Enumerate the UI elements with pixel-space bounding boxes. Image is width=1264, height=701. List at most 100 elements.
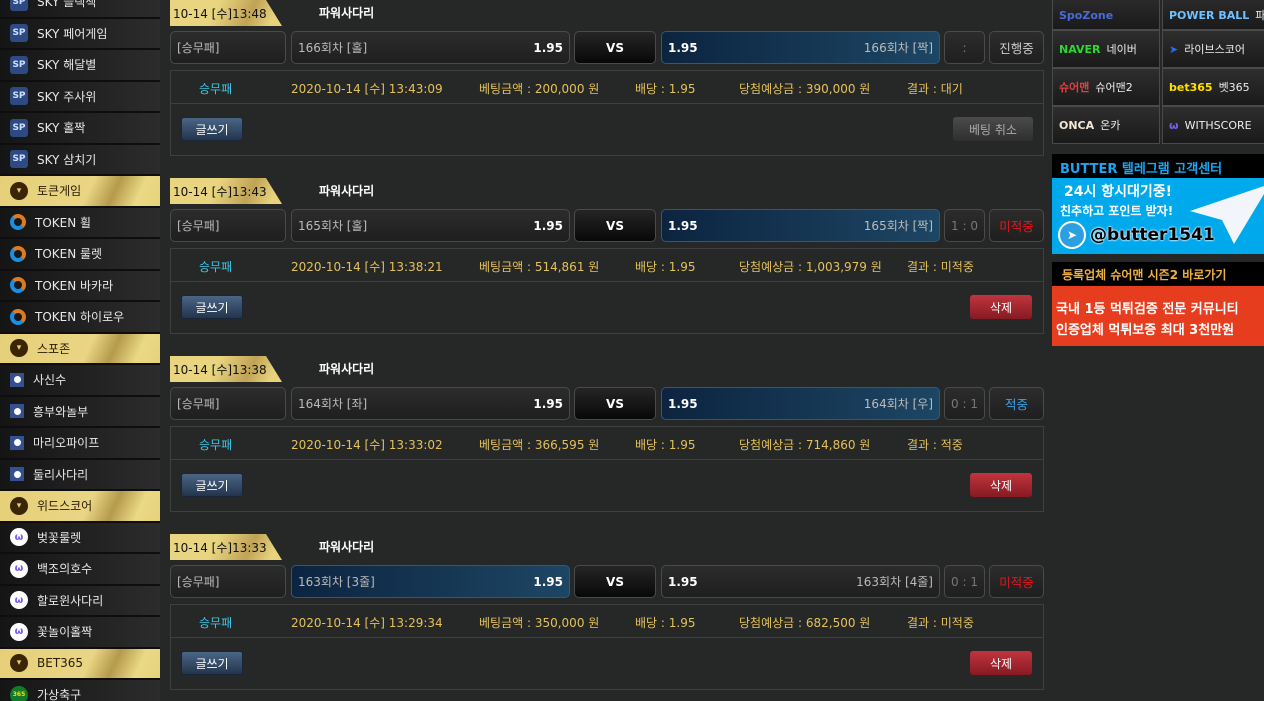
ws-game-icon: ω	[10, 559, 28, 578]
sidebar-item[interactable]: SP SKY 해달별	[0, 50, 160, 82]
chevron-down-icon: ▾	[10, 496, 28, 515]
bet-card: 10-14 [수]13:48 파워사다리 [승무패] 166회차 [홀] 1.95…	[170, 0, 1044, 160]
telegram-line1: 24시 항시대기중!	[1064, 184, 1173, 200]
game-name: 파워사다리	[319, 6, 375, 20]
home-pick[interactable]: 164회차 [좌] 1.95	[291, 387, 570, 420]
home-label: 165회차 [홀]	[298, 219, 368, 233]
ws-game-icon: ω	[10, 591, 28, 610]
site-link[interactable]: POWER BALL 파워볼	[1162, 0, 1264, 30]
sidebar-item[interactable]: SP SKY 삼치기	[0, 144, 160, 176]
sidebar-item[interactable]: 둘리사다리	[0, 459, 160, 491]
sp-game-icon: SP	[10, 87, 28, 106]
site-link[interactable]: SpoZone	[1052, 0, 1160, 30]
sp-game-icon: SP	[10, 55, 28, 74]
delete-button[interactable]: 삭제	[970, 473, 1032, 497]
bet-amount: 베팅금액 : 366,595 원	[479, 438, 600, 452]
sidebar-item[interactable]: ω 백조의호수	[0, 554, 160, 586]
bet-info: 승무패 2020-10-14 [수] 13:43:09 베팅금액 : 200,0…	[170, 70, 1044, 156]
sidebar-item[interactable]: TOKEN 하이로우	[0, 302, 160, 334]
vs-box: VS	[574, 31, 656, 64]
delete-button[interactable]: 삭제	[970, 651, 1032, 675]
bet-result: 결과 : 미적중	[907, 616, 974, 630]
home-odds: 1.95	[533, 218, 563, 233]
bet-game-icon: 365	[10, 685, 28, 701]
sidebar-item-label: 둘리사다리	[33, 467, 89, 482]
site-logo: bet365	[1169, 80, 1213, 94]
bet-info: 승무패 2020-10-14 [수] 13:29:34 베팅금액 : 350,0…	[170, 604, 1044, 690]
write-button[interactable]: 글쓰기	[181, 295, 243, 319]
site-logo: 슈어맨	[1059, 81, 1090, 94]
bet-type: 승무패	[199, 260, 233, 274]
away-pick[interactable]: 1.95 165회차 [짝]	[661, 209, 940, 242]
sidebar-item[interactable]: SP SKY 페어게임	[0, 18, 160, 50]
bet-odds: 배당 : 1.95	[635, 438, 696, 452]
home-pick[interactable]: 166회차 [홀] 1.95	[291, 31, 570, 64]
delete-button[interactable]: 삭제	[970, 295, 1032, 319]
bet-amount: 베팅금액 : 350,000 원	[479, 616, 600, 630]
site-link[interactable]: ω WITHSCORE	[1162, 106, 1264, 144]
site-link[interactable]: ONCA 온카	[1052, 106, 1160, 144]
sidebar-item-label: SKY 삼치기	[37, 152, 97, 167]
bet-info: 승무패 2020-10-14 [수] 13:38:21 베팅금액 : 514,8…	[170, 248, 1044, 334]
game-name: 파워사다리	[319, 362, 375, 376]
sidebar-item[interactable]: SP SKY 주사위	[0, 81, 160, 113]
sidebar-section-header[interactable]: ▾ 스포존	[0, 333, 160, 365]
site-link[interactable]: ➤ 라이브스코어	[1162, 30, 1264, 68]
sidebar-item[interactable]: 흥부와놀부	[0, 396, 160, 428]
sidebar-section-header[interactable]: ▾ BET365	[0, 648, 160, 680]
away-pick[interactable]: 1.95 163회차 [4줄]	[661, 565, 940, 598]
site-logo: ω	[1169, 118, 1179, 132]
home-pick[interactable]: 163회차 [3줄] 1.95	[291, 565, 570, 598]
site-link-label: 온카	[1100, 119, 1121, 132]
vs-box: VS	[574, 565, 656, 598]
bet-card: 10-14 [수]13:33 파워사다리 [승무패] 163회차 [3줄] 1.9…	[170, 534, 1044, 694]
bet-odds: 배당 : 1.95	[635, 616, 696, 630]
spo-game-icon	[10, 435, 24, 450]
sureman-banner[interactable]: 등록업체 슈어맨 시즌2 바로가기 국내 1등 먹튀검증 전문 커뮤니티 인증업…	[1052, 262, 1264, 346]
sidebar-item[interactable]: ω 꽃놀이홀짝	[0, 617, 160, 649]
write-button[interactable]: 글쓰기	[181, 117, 243, 141]
sidebar-item[interactable]: 365 가상축구	[0, 680, 160, 701]
sidebar-item[interactable]: SP SKY 홀짝	[0, 113, 160, 145]
sidebar-item[interactable]: TOKEN 바카라	[0, 270, 160, 302]
away-pick[interactable]: 1.95 164회차 [우]	[661, 387, 940, 420]
bet-type: 승무패	[199, 616, 233, 630]
sidebar-item-label: SKY 주사위	[37, 89, 97, 104]
sidebar-item[interactable]: ω 할로윈사다리	[0, 585, 160, 617]
telegram-banner[interactable]: BUTTER 텔레그램 고객센터 24시 항시대기중! 친추하고 포인트 받자!…	[1052, 154, 1264, 254]
sidebar-section-header[interactable]: ▾ 토큰게임	[0, 176, 160, 208]
token-game-icon	[10, 277, 26, 294]
sidebar-item[interactable]: SP SKY 블랙잭	[0, 0, 160, 19]
sidebar-item[interactable]: TOKEN 룰렛	[0, 239, 160, 271]
market-label: [승무패]	[170, 387, 286, 420]
site-link-label: 슈어맨2	[1095, 81, 1133, 94]
telegram-handle: @butter1541	[1090, 225, 1215, 245]
site-link[interactable]: NAVER 네이버	[1052, 30, 1160, 68]
write-button[interactable]: 글쓰기	[181, 651, 243, 675]
spo-game-icon	[10, 467, 24, 482]
cancel-bet-button[interactable]: 베팅 취소	[953, 117, 1033, 141]
score-box: :	[944, 31, 985, 64]
home-pick[interactable]: 165회차 [홀] 1.95	[291, 209, 570, 242]
bet-time: 2020-10-14 [수] 13:29:34	[291, 616, 443, 630]
away-pick[interactable]: 1.95 166회차 [짝]	[661, 31, 940, 64]
sidebar-item[interactable]: 사신수	[0, 365, 160, 397]
chevron-down-icon: ▾	[10, 339, 28, 358]
score-text: 0 : 1	[951, 574, 978, 589]
sidebar-section-header[interactable]: ▾ 위드스코어	[0, 491, 160, 523]
site-link[interactable]: 슈어맨 슈어맨2	[1052, 68, 1160, 106]
away-odds: 1.95	[668, 574, 698, 589]
site-link[interactable]: bet365 벳365	[1162, 68, 1264, 106]
sidebar-item[interactable]: 마리오파이프	[0, 428, 160, 460]
vs-box: VS	[574, 209, 656, 242]
bet-type: 승무패	[199, 438, 233, 452]
site-link-label: 라이브스코어	[1184, 43, 1245, 56]
sidebar-item-label: 사신수	[33, 373, 67, 388]
sidebar-item[interactable]: ω 벚꽃룰렛	[0, 522, 160, 554]
ws-game-icon: ω	[10, 528, 28, 547]
status-text: 미적중	[999, 575, 1034, 590]
sidebar-item[interactable]: TOKEN 휠	[0, 207, 160, 239]
sidebar-item-label: SKY 해달별	[37, 58, 97, 73]
write-button[interactable]: 글쓰기	[181, 473, 243, 497]
sidebar-item-label: SKY 페어게임	[37, 26, 108, 41]
